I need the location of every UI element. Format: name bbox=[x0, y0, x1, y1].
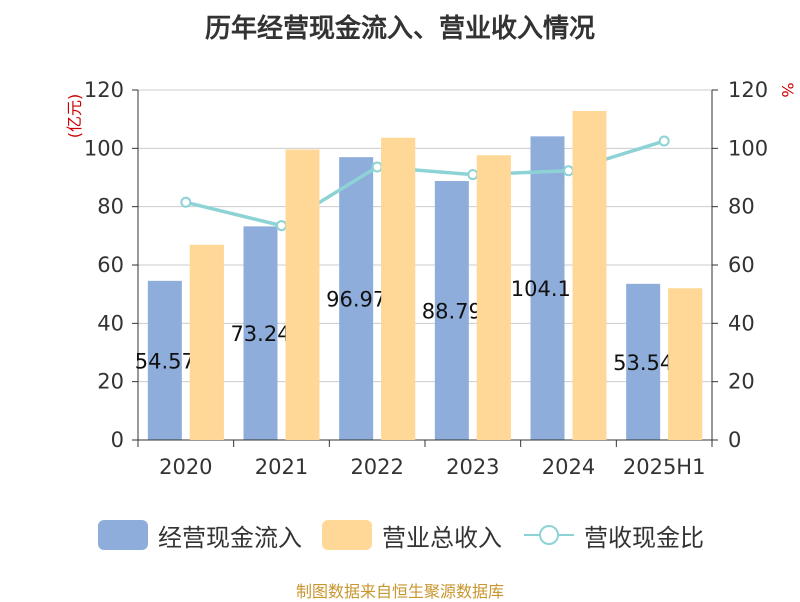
bar-inflow bbox=[147, 280, 182, 440]
data-label-inflow: 88.79 bbox=[422, 300, 482, 324]
bar-inflow bbox=[530, 136, 565, 441]
x-tick-label: 2020 bbox=[159, 455, 212, 479]
legend-swatch-ratio bbox=[524, 520, 574, 550]
bar-revenue-overlay bbox=[189, 244, 224, 440]
y2-tick-label: 80 bbox=[728, 195, 755, 219]
y2-tick-label: 60 bbox=[728, 253, 755, 277]
chart-title: 历年经营现金流入、营业收入情况 bbox=[204, 14, 595, 44]
x-tick-label: 2024 bbox=[542, 455, 595, 479]
y-tick-label: 100 bbox=[84, 136, 124, 160]
bar-revenue-overlay bbox=[285, 149, 320, 440]
legend-item-revenue[interactable]: 营业总收入 bbox=[322, 515, 502, 555]
y2-tick-label: 20 bbox=[728, 370, 755, 394]
ratio-point bbox=[658, 135, 670, 147]
bar-revenue-overlay bbox=[381, 137, 416, 441]
x-tick-label: 2021 bbox=[255, 455, 308, 479]
bar-revenue-overlay bbox=[476, 155, 511, 441]
legend-swatch-inflow bbox=[98, 520, 148, 550]
bar-revenue-overlay bbox=[572, 111, 607, 440]
legend-label-inflow: 经营现金流入 bbox=[158, 523, 302, 552]
legend-item-ratio[interactable]: 营收现金比 bbox=[524, 515, 704, 555]
y-tick-label: 120 bbox=[84, 78, 124, 102]
data-label-inflow: 54.57 bbox=[135, 349, 195, 373]
grid-layer bbox=[138, 89, 712, 383]
data-label-inflow: 73.24 bbox=[230, 322, 290, 346]
bar-layer bbox=[147, 111, 703, 441]
bar-inflow bbox=[434, 181, 469, 440]
x-tick-label: 2022 bbox=[350, 455, 403, 479]
label-layer: 54.57 73.24 96.97 88.79 104.11 53.54 bbox=[135, 111, 703, 441]
y-tick-label: 0 bbox=[111, 428, 124, 452]
data-label-inflow: 104.11 bbox=[511, 277, 584, 301]
legend-swatch-revenue bbox=[322, 520, 372, 550]
ratio-point bbox=[563, 165, 574, 177]
legend-label-revenue: 营业总收入 bbox=[382, 523, 502, 552]
ratio-point bbox=[180, 196, 192, 208]
legend-item-inflow[interactable]: 经营现金流入 bbox=[98, 515, 302, 555]
legend-label-ratio: 营收现金比 bbox=[584, 523, 704, 552]
data-label-inflow: 96.97 bbox=[326, 288, 386, 312]
legend: 经营现金流入 营业总收入 营收现金比 bbox=[0, 515, 800, 555]
y2-axis-unit: % bbox=[778, 82, 797, 97]
source-note: 制图数据来自恒生聚源数据库 bbox=[295, 582, 504, 601]
y-axis-unit: (亿元) bbox=[65, 94, 84, 139]
ratio-point bbox=[467, 169, 479, 181]
y-tick-label: 80 bbox=[97, 195, 124, 219]
bar-inflow bbox=[626, 283, 661, 440]
y-tick-label: 20 bbox=[97, 370, 124, 394]
bar-revenue-overlay bbox=[668, 288, 703, 440]
y2-tick-label: 40 bbox=[728, 311, 755, 335]
data-label-inflow: 53.54 bbox=[613, 351, 673, 375]
y2-tick-label: 100 bbox=[728, 136, 768, 160]
y-tick-label: 40 bbox=[97, 311, 124, 335]
bar-inflow bbox=[243, 226, 278, 440]
y2-tick-label: 120 bbox=[728, 78, 768, 102]
y-tick-label: 60 bbox=[97, 253, 124, 277]
bar-inflow bbox=[339, 157, 374, 440]
y2-tick-label: 0 bbox=[728, 428, 741, 452]
x-tick-label: 2023 bbox=[446, 455, 499, 479]
ratio-point bbox=[371, 161, 383, 173]
ratio-point bbox=[276, 220, 287, 232]
x-tick-label: 2025H1 bbox=[623, 455, 706, 479]
